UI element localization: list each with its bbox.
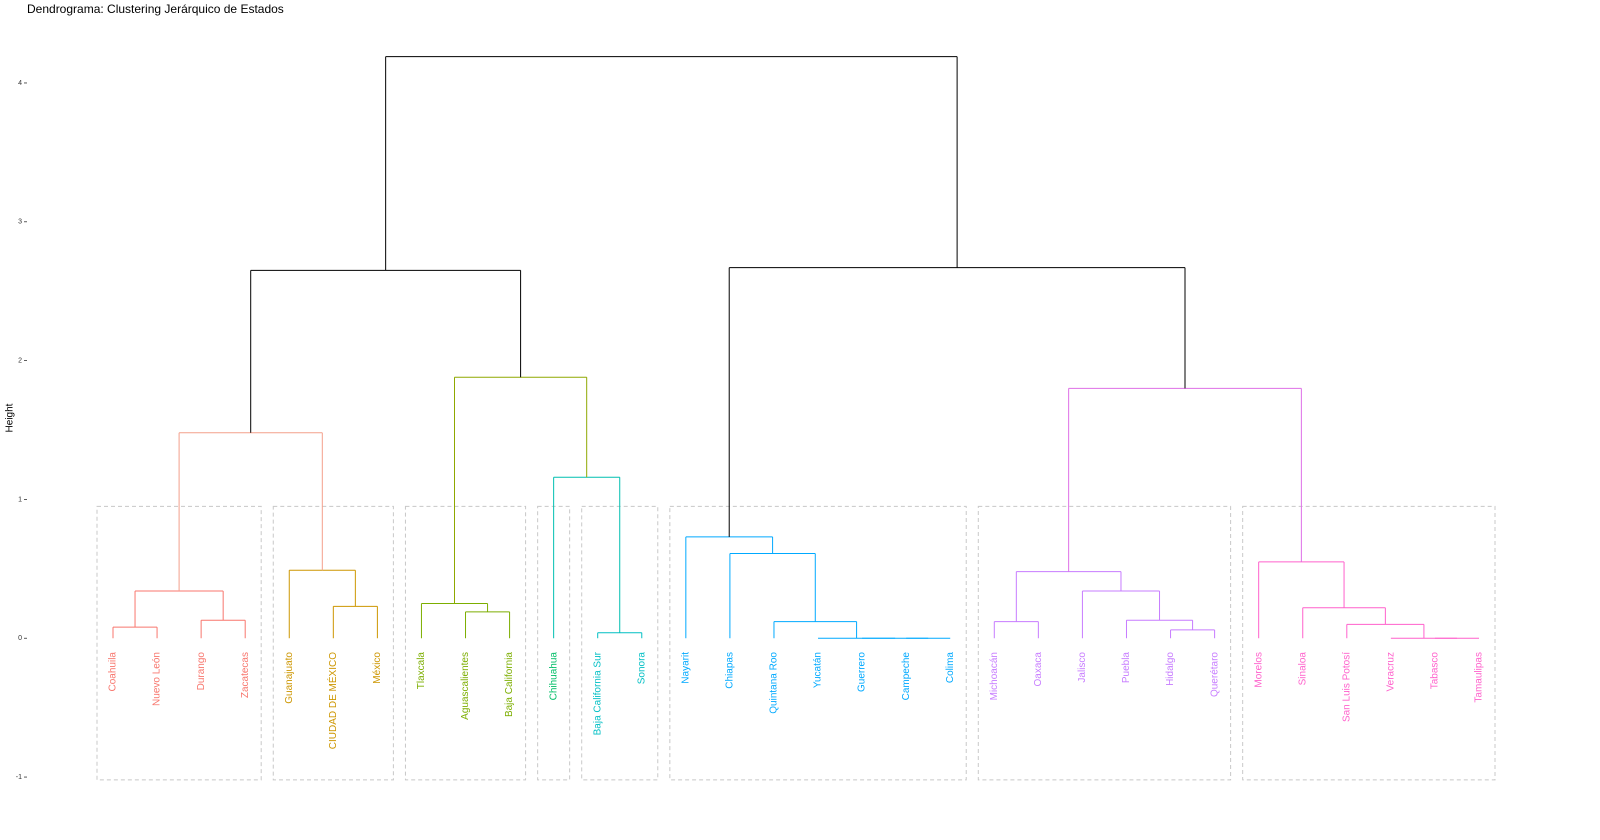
leaf-label: Michoacán: [989, 652, 1000, 700]
y-tick-label: 3: [18, 219, 22, 226]
cluster-box: [96, 505, 262, 781]
y-tick-label: 2: [18, 357, 22, 364]
leaf-label: Guanajuato: [284, 652, 295, 704]
y-tick-label: -1: [16, 774, 22, 781]
leaf-label: Nayarit: [680, 652, 691, 684]
leaf-label: Baja California Sur: [592, 651, 603, 735]
leaf-label: Veracruz: [1386, 652, 1397, 691]
leaf-label: Nuevo León: [152, 652, 163, 706]
leaf-label: Yucatán: [813, 652, 824, 688]
y-tick-label: 4: [18, 80, 22, 87]
leaf-label: San Luis Potosí: [1341, 652, 1352, 722]
leaf-label: Hidalgo: [1165, 652, 1176, 686]
leaf-label: Sinaloa: [1297, 652, 1308, 686]
leaf-label: Querétaro: [1209, 652, 1220, 697]
leaf-label: Chihuahua: [548, 652, 559, 701]
leaf-label: Puebla: [1121, 652, 1132, 684]
y-axis-label: Height: [5, 403, 16, 432]
chart-title: Dendrograma: Clustering Jerárquico de Es…: [27, 2, 284, 16]
leaf-label: Colima: [945, 652, 956, 684]
leaf-label: Oaxaca: [1033, 652, 1044, 687]
cluster-box: [404, 505, 527, 781]
leaf-label: Morelos: [1253, 652, 1264, 688]
cluster-box: [1242, 505, 1496, 781]
y-tick-label: 1: [18, 496, 22, 503]
leaf-label: México: [372, 652, 383, 684]
leaf-label: Sonora: [636, 652, 647, 685]
leaf-label: Baja California: [504, 652, 515, 717]
leaf-label: Durango: [196, 652, 207, 691]
leaf-label: Chiapas: [725, 652, 736, 689]
leaf-label: Quintana Roo: [769, 652, 780, 714]
leaf-label: Tamaulipas: [1474, 652, 1485, 703]
leaf-label: Tabasco: [1430, 652, 1441, 690]
y-tick-label: 0: [18, 635, 22, 642]
leaf-label: Campeche: [901, 652, 912, 701]
cluster-box: [977, 505, 1232, 781]
cluster-box: [669, 505, 967, 781]
leaf-label: Zacatecas: [240, 652, 251, 698]
leaf-label: Tlaxcala: [416, 652, 427, 690]
leaf-label: Jalisco: [1077, 652, 1088, 683]
leaf-label: Guerrero: [857, 652, 868, 692]
leaf-label: Aguascalientes: [460, 652, 471, 720]
leaf-label: Coahuila: [108, 652, 119, 692]
leaf-label: CIUDAD DE MÉXICO: [326, 652, 339, 749]
